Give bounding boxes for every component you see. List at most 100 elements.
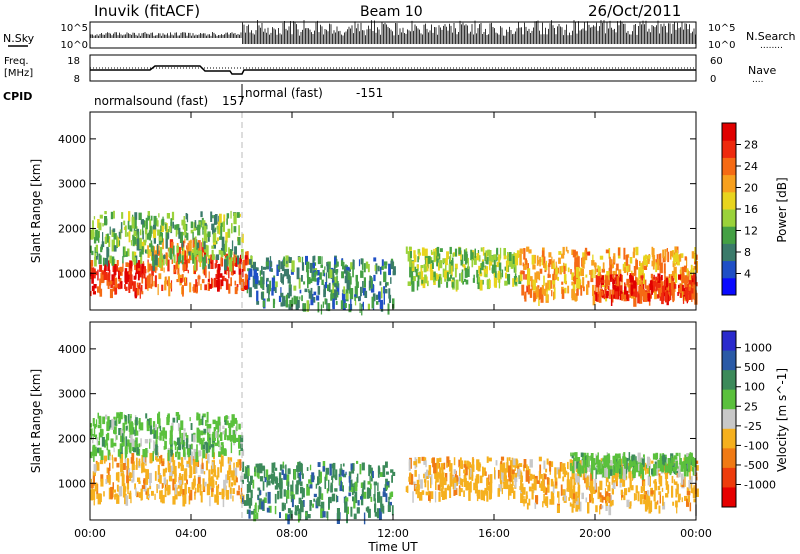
- echo-cell: [608, 481, 611, 488]
- echo-cell: [459, 466, 461, 477]
- echo-cell: [178, 227, 181, 239]
- echo-cell: [202, 413, 206, 418]
- echo-cell: [623, 468, 626, 481]
- echo-cell: [632, 467, 636, 478]
- echo-cell: [91, 489, 95, 496]
- echo-cell: [142, 449, 146, 458]
- echo-cell: [157, 464, 160, 475]
- echo-cell: [425, 257, 428, 267]
- echo-cell: [216, 485, 219, 498]
- echo-cell: [551, 290, 553, 297]
- echo-cell: [113, 264, 117, 276]
- echo-cell: [176, 279, 179, 283]
- echo-cell: [581, 465, 585, 474]
- echo-cell: [373, 494, 376, 502]
- echo-cell: [152, 256, 155, 266]
- echo-cell: [182, 285, 184, 297]
- echo-cell: [657, 284, 661, 288]
- echo-cell: [668, 283, 671, 293]
- echo-cell: [453, 457, 456, 466]
- echo-cell: [169, 455, 172, 464]
- echo-cell: [151, 275, 154, 287]
- echo-cell: [95, 419, 98, 428]
- echo-cell: [340, 300, 344, 310]
- echo-cell: [439, 457, 442, 462]
- echo-cell: [341, 271, 344, 279]
- echo-cell: [659, 288, 663, 297]
- echo-cell: [320, 505, 323, 509]
- velocity-colorbar-title-text: Velocity [m s^-1]: [775, 368, 789, 472]
- echo-cell: [228, 247, 230, 258]
- echo-cell: [361, 303, 364, 307]
- echo-cell: [484, 252, 486, 262]
- echo-cell: [547, 280, 551, 291]
- echo-cell: [211, 488, 214, 492]
- echo-cell: [194, 220, 197, 228]
- echo-cell: [365, 261, 369, 269]
- time-axis-label: Time UT: [367, 540, 418, 554]
- echo-cell: [204, 254, 207, 267]
- echo-cell: [233, 429, 235, 438]
- echo-cell: [571, 503, 574, 513]
- echo-cell: [485, 266, 489, 270]
- echo-cell: [172, 471, 176, 475]
- echo-cell: [181, 251, 185, 256]
- echo-cell: [559, 266, 562, 275]
- echo-cell: [671, 270, 675, 280]
- echo-cell: [664, 291, 668, 303]
- echo-cell: [339, 468, 343, 476]
- echo-cell: [575, 491, 578, 502]
- echo-cell: [361, 462, 365, 471]
- echo-cell: [289, 299, 293, 307]
- echo-cell: [135, 262, 139, 275]
- echo-cell: [509, 257, 513, 267]
- echo-cell: [504, 468, 507, 476]
- echo-cell: [363, 277, 366, 288]
- echo-cell: [180, 464, 184, 471]
- echo-cell: [577, 277, 581, 289]
- echo-cell: [208, 469, 211, 481]
- echo-cell: [471, 474, 474, 481]
- echo-cell: [149, 485, 152, 490]
- echo-cell: [178, 256, 180, 265]
- echo-cell: [197, 275, 201, 280]
- echo-cell: [141, 455, 143, 466]
- echo-cell: [570, 476, 573, 488]
- echo-cell: [96, 250, 99, 257]
- echo-cell: [299, 289, 302, 294]
- echo-cell: [563, 262, 565, 269]
- echo-cell: [543, 256, 546, 265]
- echo-cell: [129, 268, 131, 272]
- echo-cell: [208, 423, 212, 429]
- echo-cell: [367, 303, 370, 310]
- echo-cell: [337, 281, 339, 288]
- echo-cell: [601, 505, 604, 509]
- echo-cell: [606, 455, 609, 468]
- echo-cell: [643, 464, 647, 471]
- echo-cell: [230, 277, 232, 287]
- echo-cell: [614, 291, 619, 299]
- echo-cell: [321, 493, 324, 500]
- echo-cell: [116, 235, 118, 247]
- echo-cell: [181, 432, 184, 445]
- velocity-colorbar-label: 500: [744, 361, 765, 374]
- echo-cell: [236, 420, 238, 432]
- echo-cell: [486, 490, 489, 502]
- echo-cell: [605, 469, 608, 478]
- echo-cell: [263, 497, 267, 503]
- echo-cell: [205, 244, 208, 252]
- echo-cell: [125, 276, 128, 285]
- echo-cell: [451, 265, 453, 277]
- echo-cell: [647, 256, 650, 264]
- echo-cell: [338, 476, 342, 486]
- echo-cell: [460, 488, 463, 493]
- echo-cell: [626, 278, 630, 286]
- echo-cell: [604, 467, 606, 477]
- echo-cell: [334, 294, 338, 301]
- echo-cell: [641, 468, 645, 480]
- echo-cell: [340, 463, 342, 472]
- echo-cell: [632, 251, 635, 258]
- echo-cell: [642, 261, 644, 270]
- echo-cell: [461, 269, 464, 282]
- echo-cell: [194, 487, 197, 494]
